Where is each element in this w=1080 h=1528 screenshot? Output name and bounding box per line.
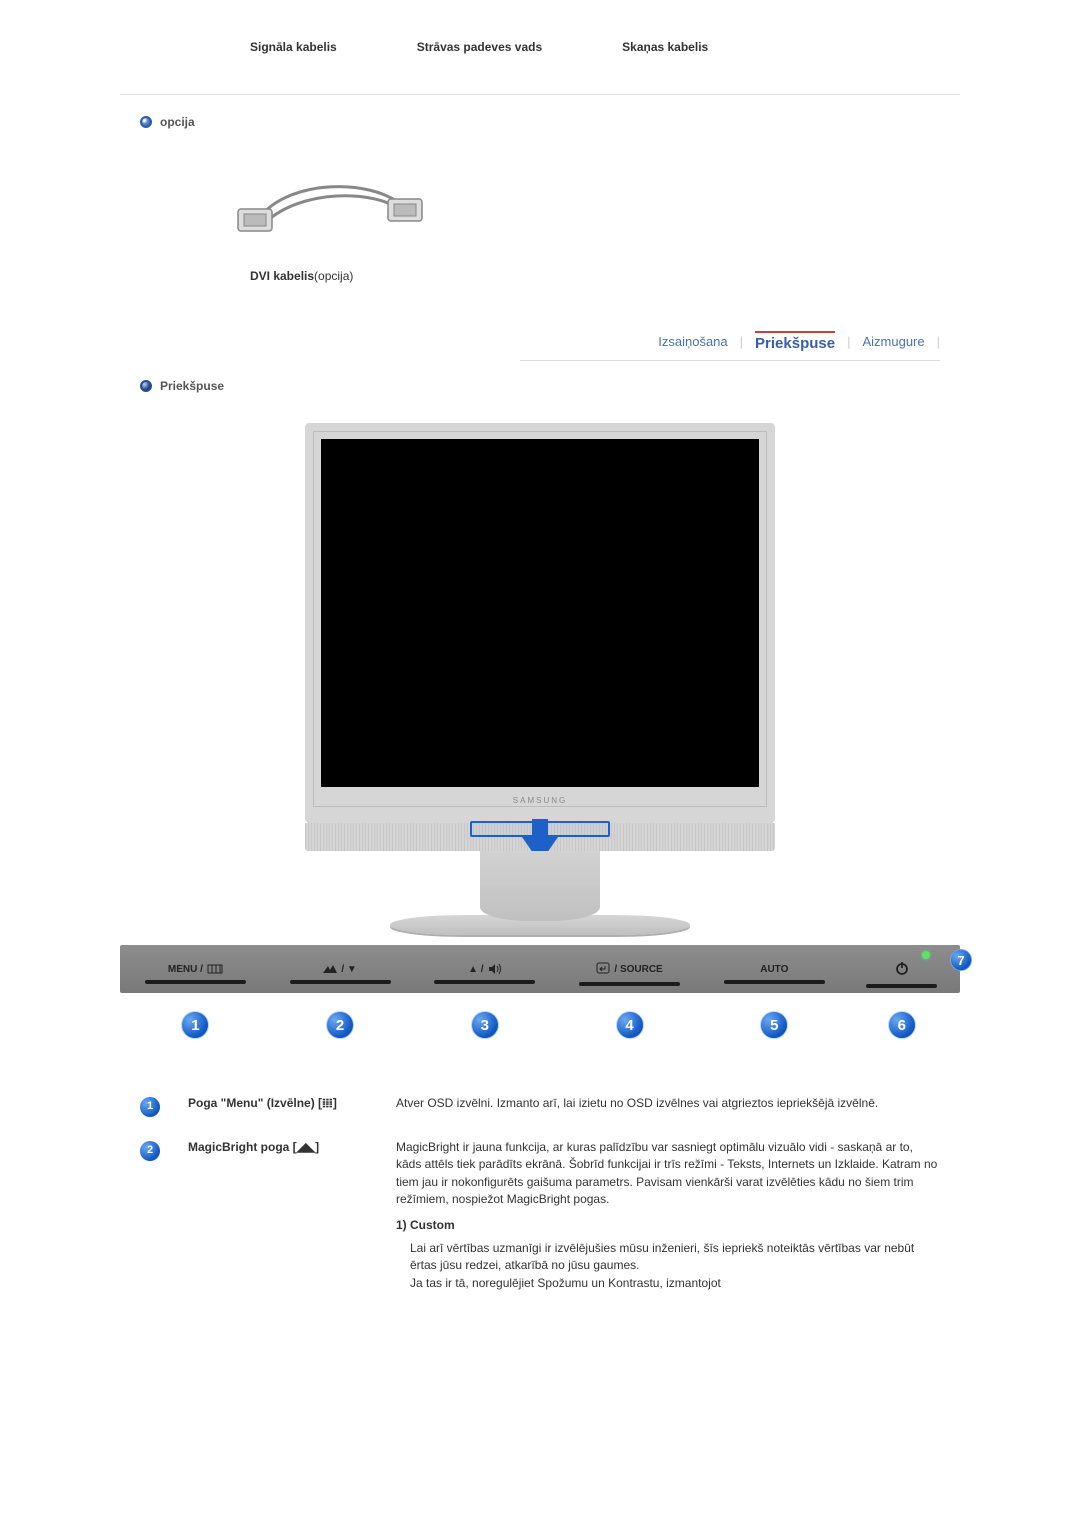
desc-row2-label: MagicBright poga [◢◣]: [188, 1139, 388, 1292]
monitor-figure: SAMSUNG: [120, 423, 960, 935]
dvi-caption-bold: DVI kabelis: [250, 269, 314, 283]
front-section-title: Priekšpuse: [160, 379, 224, 393]
desc-badge-1: 1: [140, 1097, 160, 1117]
desc-row-badge-cell: 1: [140, 1095, 180, 1117]
source-button-label: / SOURCE: [614, 964, 662, 975]
desc-row2-custom-title: 1) Custom: [396, 1218, 455, 1232]
desc-row2-body: MagicBright ir jauna funkcija, ar kuras …: [396, 1139, 940, 1209]
arrow-stem: [532, 819, 548, 839]
callout-number-row: 1 2 3 4 5 6: [120, 1011, 960, 1039]
callout-6-badge: 6: [888, 1011, 916, 1039]
divider: [120, 94, 960, 95]
monitor-screen: [321, 439, 759, 787]
callout-5-badge: 5: [760, 1011, 788, 1039]
callout-4-badge: 4: [616, 1011, 644, 1039]
magicbright-icon: [323, 964, 337, 974]
dvi-cable-image: [230, 159, 430, 259]
front-section-header: Priekšpuse: [140, 379, 960, 393]
menu-button-label: MENU /: [168, 964, 203, 975]
tab-underline: [520, 360, 940, 361]
monitor-brand-label: SAMSUNG: [313, 796, 767, 805]
menu-bars-icon: [207, 964, 223, 974]
power-icon: [894, 960, 910, 979]
menu-button-group: MENU /: [138, 964, 253, 975]
desc-row1-label: Poga "Menu" (Izvēlne) [𝍖]: [188, 1095, 388, 1117]
option-section-header: opcija: [140, 115, 960, 129]
callout-2-badge: 2: [326, 1011, 354, 1039]
desc-badge-2: 2: [140, 1141, 160, 1161]
signal-cable-label: Signāla kabelis: [250, 40, 337, 54]
tab-separator: |: [740, 334, 743, 349]
button-bar: 7 MENU / / ▼ ▲ /: [120, 945, 960, 993]
button-bar-wrap: 7 MENU / / ▼ ▲ /: [120, 945, 960, 1039]
dvi-caption-suffix: (opcija): [314, 269, 353, 283]
up-arrow-label: ▲ /: [468, 964, 483, 975]
callout-3-badge: 3: [471, 1011, 499, 1039]
desc-row-badge-cell: 2: [140, 1139, 180, 1292]
tab-separator: |: [847, 334, 850, 349]
power-button-group: [862, 960, 942, 979]
option-title: opcija: [160, 115, 195, 129]
auto-button-label: AUTO: [760, 964, 788, 975]
tab-back[interactable]: Aizmugure: [862, 334, 924, 349]
callout-1-badge: 1: [181, 1011, 209, 1039]
audio-cable-label: Skaņas kabelis: [622, 40, 708, 54]
bullet-icon: [140, 116, 152, 128]
cable-labels-row: Signāla kabelis Strāvas padeves vads Ska…: [120, 40, 960, 54]
monitor-frame: SAMSUNG: [305, 423, 775, 823]
magicbright-button-group: / ▼: [283, 964, 398, 975]
tab-separator: |: [937, 334, 940, 349]
tab-unpacking[interactable]: Izsaiņošana: [658, 334, 727, 349]
power-cable-label: Strāvas padeves vads: [417, 40, 542, 54]
slash-label: / ▼: [341, 964, 356, 975]
desc-row2-body-cell: MagicBright ir jauna funkcija, ar kuras …: [396, 1139, 940, 1292]
callout-7-badge: 7: [950, 949, 972, 971]
speaker-icon: [488, 963, 502, 975]
section-tabs: Izsaiņošana | Priekšpuse | Aizmugure |: [120, 323, 960, 360]
power-led-icon: [922, 951, 930, 959]
auto-button-group: AUTO: [717, 964, 832, 975]
volume-button-group: ▲ /: [427, 963, 542, 975]
desc-row1-body: Atver OSD izvēlni. Izmanto arī, lai izie…: [396, 1095, 940, 1117]
source-button-group: / SOURCE: [572, 962, 687, 977]
enter-icon: [596, 962, 610, 977]
dvi-caption: DVI kabelis(opcija): [250, 269, 960, 283]
description-table: 1 Poga "Menu" (Izvēlne) [𝍖] Atver OSD iz…: [120, 1095, 960, 1292]
monitor-speaker-grille: [305, 823, 775, 851]
desc-row2-custom-body2: Ja tas ir tā, noregulējiet Spožumu un Ko…: [410, 1275, 940, 1292]
monitor-stand: [480, 851, 600, 921]
tab-front[interactable]: Priekšpuse: [755, 331, 835, 352]
bullet-icon: [140, 380, 152, 392]
desc-row2-custom-body1: Lai arī vērtības uzmanīgi ir izvēlējušie…: [410, 1240, 940, 1275]
